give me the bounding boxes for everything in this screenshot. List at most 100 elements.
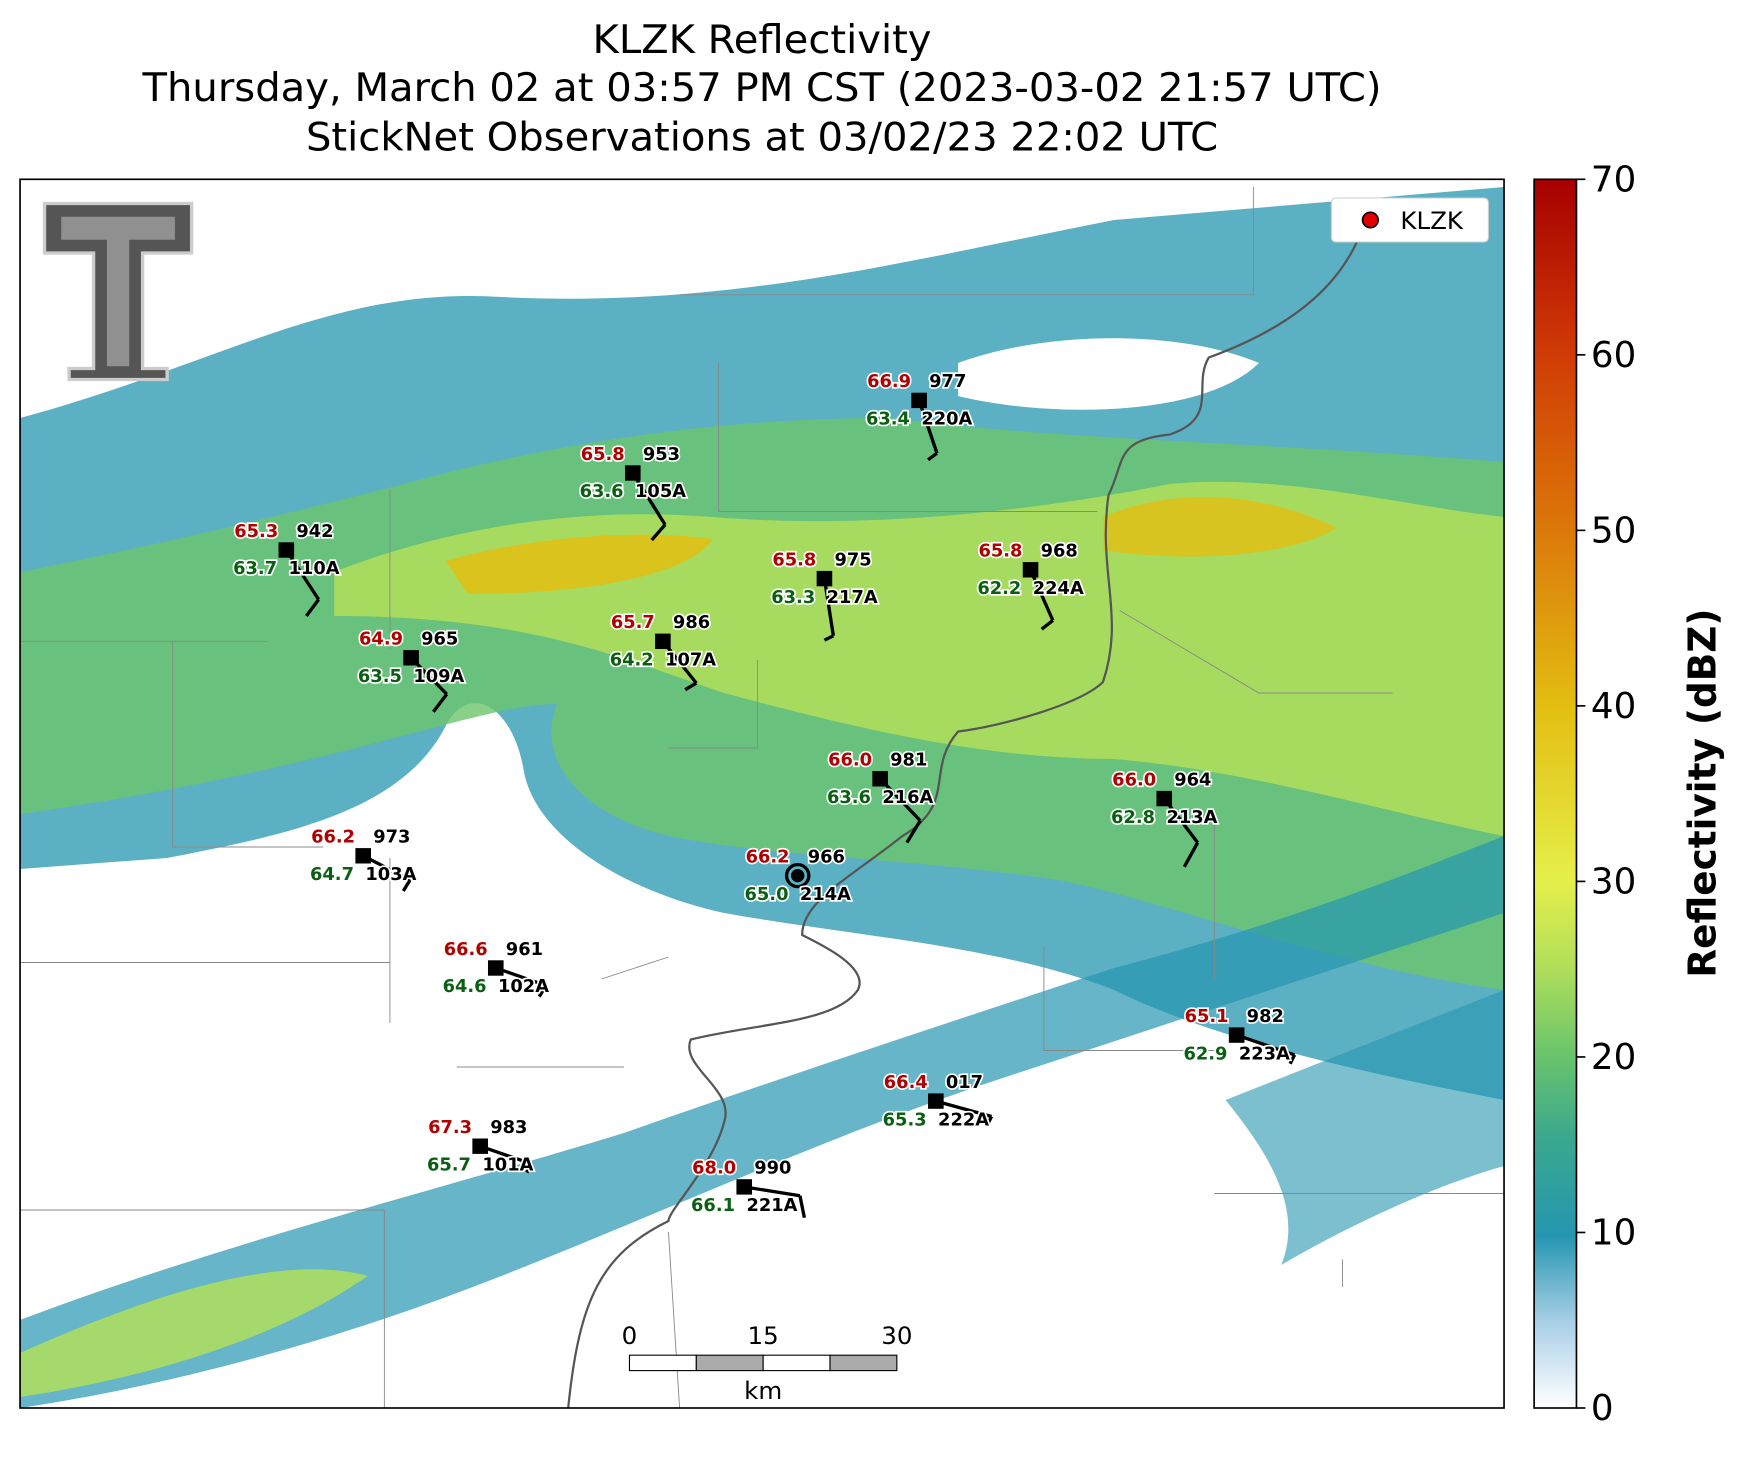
wind-barb-flag xyxy=(432,693,449,713)
temperature: 67.3 xyxy=(428,1118,472,1138)
colorbar-tick-label: 40 xyxy=(1591,686,1636,727)
temperature: 65.3 xyxy=(234,522,278,542)
pressure: 953 xyxy=(643,445,680,465)
wind-barb xyxy=(1236,1033,1296,1057)
station-id: 110A xyxy=(289,559,340,579)
title: KLZK Reflectivity xyxy=(593,17,932,63)
scalebar: 0 15 30 km xyxy=(622,1321,913,1405)
temperature: 65.8 xyxy=(772,550,816,570)
station-id: 213A xyxy=(1166,808,1217,828)
pressure: 977 xyxy=(929,372,966,392)
station-marker xyxy=(736,1179,753,1195)
station-id: 101A xyxy=(482,1155,533,1175)
station-marker xyxy=(472,1138,488,1154)
station: 65.7 986 64.2 107A xyxy=(608,612,718,692)
colorbar-tick-label: 30 xyxy=(1591,862,1636,903)
scale-label: 0 xyxy=(622,1321,638,1350)
pressure: 017 xyxy=(946,1073,983,1093)
station-id: 222A xyxy=(938,1110,989,1130)
temperature: 65.7 xyxy=(611,613,655,633)
dewpoint: 63.6 xyxy=(827,788,871,808)
station-id: 221A xyxy=(746,1196,797,1216)
map-frame xyxy=(19,178,1505,1409)
temperature: 66.2 xyxy=(311,828,355,848)
pressure: 983 xyxy=(490,1118,527,1138)
dewpoint: 64.6 xyxy=(443,977,487,997)
station: 66.0 964 62.8 213A xyxy=(1109,769,1219,868)
station: 66.2 973 64.7 103A xyxy=(308,826,418,892)
wind-barb-flag xyxy=(537,984,548,998)
station-id: 109A xyxy=(413,667,464,687)
temperature: 65.8 xyxy=(978,542,1022,562)
wind-barb-flag xyxy=(525,1163,533,1174)
colorbar-tick-label: 50 xyxy=(1591,511,1636,552)
station: 64.9 965 63.5 109A xyxy=(356,628,466,713)
station-id: 217A xyxy=(827,588,878,608)
scale-unit: km xyxy=(744,1376,782,1405)
station-marker xyxy=(872,771,888,787)
station-marker xyxy=(1156,790,1173,807)
dewpoint: 66.1 xyxy=(691,1196,735,1216)
station: 65.8 953 63.6 105A xyxy=(578,443,688,542)
station-id: 107A xyxy=(665,651,716,671)
dewpoint: 62.8 xyxy=(1111,808,1155,828)
legend-box xyxy=(1330,197,1489,243)
dewpoint: 64.7 xyxy=(310,865,354,885)
legend-marker xyxy=(1361,211,1379,229)
dewpoint: 65.7 xyxy=(427,1155,471,1175)
dewpoint: 65.0 xyxy=(745,885,789,905)
dewpoint: 62.9 xyxy=(1183,1044,1227,1064)
station-id: 103A xyxy=(365,865,416,885)
wind-barb-flag xyxy=(305,598,320,617)
scale-label: 15 xyxy=(748,1321,779,1350)
county-lines xyxy=(20,187,1505,1408)
subtitle: Thursday, March 02 at 03:57 PM CST (2023… xyxy=(142,65,1382,111)
colorbar-tick-label: 60 xyxy=(1591,335,1636,376)
temperature: 65.1 xyxy=(1185,1007,1229,1027)
temperature: 65.8 xyxy=(581,445,625,465)
dewpoint: 64.2 xyxy=(610,651,654,671)
pressure: 973 xyxy=(373,828,410,848)
station: 65.1 982 62.9 223A xyxy=(1182,1005,1297,1066)
station-id: 214A xyxy=(800,885,851,905)
colorbar-tick-label: 0 xyxy=(1591,1388,1614,1429)
wind-barb-flag xyxy=(401,879,412,892)
wind-barb xyxy=(631,472,667,526)
pressure: 961 xyxy=(506,940,543,960)
scale-label: 30 xyxy=(881,1321,912,1350)
station: 66.2 966 65.0 214A xyxy=(743,846,853,907)
wind-barb-flag xyxy=(650,523,667,542)
station-marker xyxy=(625,465,641,481)
colorbar: Reflectivity (dBZ) 0 10 20 30 40 50 60 70 xyxy=(1533,160,1725,1429)
temperature: 68.0 xyxy=(692,1159,736,1179)
radar-site xyxy=(784,862,811,889)
pressure: 990 xyxy=(754,1159,791,1179)
station-marker xyxy=(1228,1027,1245,1043)
pressure: 981 xyxy=(890,751,927,771)
station-marker xyxy=(816,570,833,587)
station: 66.9 977 63.4 220A xyxy=(864,371,974,462)
station-marker xyxy=(655,633,671,649)
station: 67.3 983 65.7 101A xyxy=(425,1116,535,1177)
station-id: 223A xyxy=(1239,1044,1290,1064)
dewpoint: 62.2 xyxy=(977,579,1021,599)
pressure: 942 xyxy=(296,522,333,542)
wind-barb-flag xyxy=(1040,619,1054,631)
station-marker xyxy=(928,1093,944,1109)
station: 65.3 942 63.7 110A xyxy=(231,520,341,617)
station-id: 220A xyxy=(921,410,972,430)
stations: 65.3 942 63.7 110A 65.8 953 63.6 105A 66.9 977 63.… xyxy=(231,371,1297,1219)
temperature: 66.4 xyxy=(884,1073,928,1093)
wind-barb-flag xyxy=(905,819,922,844)
wind-barb-flag xyxy=(798,1195,807,1219)
colorbar-tick-label: 10 xyxy=(1591,1213,1636,1254)
wind-barb xyxy=(284,549,321,601)
dewpoint: 63.5 xyxy=(358,667,402,687)
colorbar-gradient xyxy=(1533,178,1578,1409)
temperature: 64.9 xyxy=(359,630,403,650)
wind-barb xyxy=(822,578,836,637)
station: 66.4 017 65.3 222A xyxy=(881,1071,994,1132)
station-marker xyxy=(355,848,371,864)
wind-barb-flag xyxy=(1288,1054,1297,1065)
temperature: 66.9 xyxy=(867,372,911,392)
